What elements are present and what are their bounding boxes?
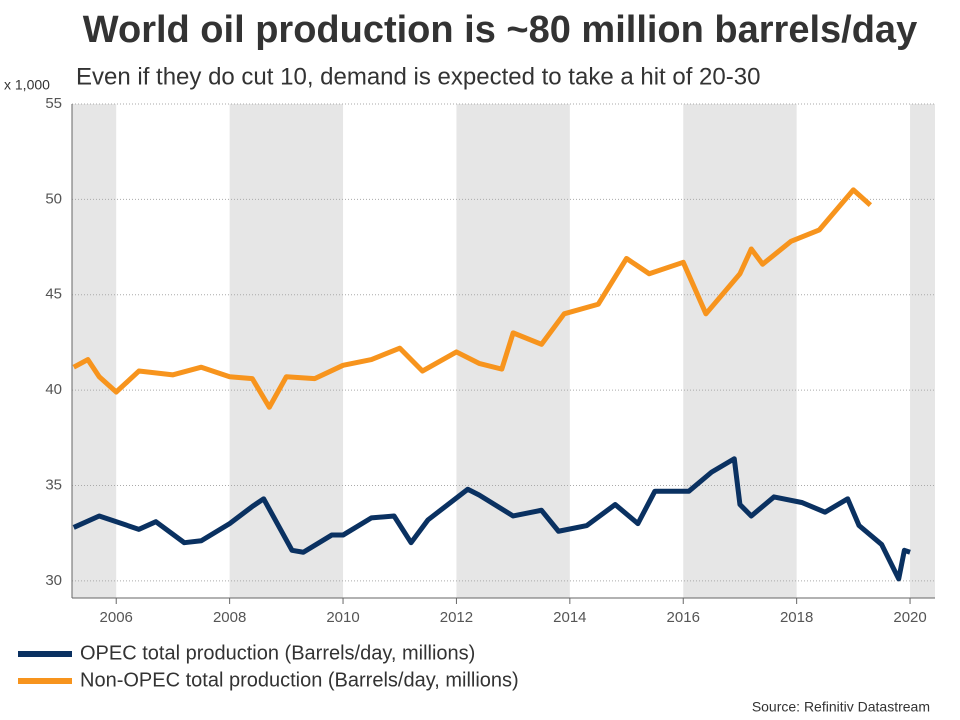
x-tick-label: 2014 (553, 609, 586, 626)
y-tick-label: 30 (45, 572, 62, 589)
y-tick-label: 55 (45, 95, 62, 112)
x-tick-label: 2006 (100, 609, 133, 626)
series-line (72, 187, 873, 410)
x-tick-label: 2008 (213, 609, 246, 626)
chart-subtitle: Even if they do cut 10, demand is expect… (76, 63, 760, 90)
x-tick-label: 2010 (326, 609, 359, 626)
y-tick-label: 45 (45, 286, 62, 303)
source: Source: Refinitiv Datastream (752, 699, 930, 715)
band (229, 104, 344, 598)
x-tick-label: 2016 (667, 609, 700, 626)
x-tick-label: 2020 (893, 609, 926, 626)
y-tick-label: 35 (45, 476, 62, 493)
y-tick-label: 50 (45, 190, 62, 207)
legend-label: OPEC total production (Barrels/day, mill… (80, 642, 475, 664)
y-unit-label: x 1,000 (4, 77, 50, 93)
band (683, 104, 797, 598)
chart-title: World oil production is ~80 million barr… (83, 9, 917, 51)
x-tick-label: 2018 (780, 609, 813, 626)
legend-label: Non-OPEC total production (Barrels/day, … (80, 669, 519, 691)
band (910, 104, 935, 598)
y-tick-label: 40 (45, 381, 62, 398)
x-tick-label: 2012 (440, 609, 473, 626)
series-line (72, 456, 911, 582)
